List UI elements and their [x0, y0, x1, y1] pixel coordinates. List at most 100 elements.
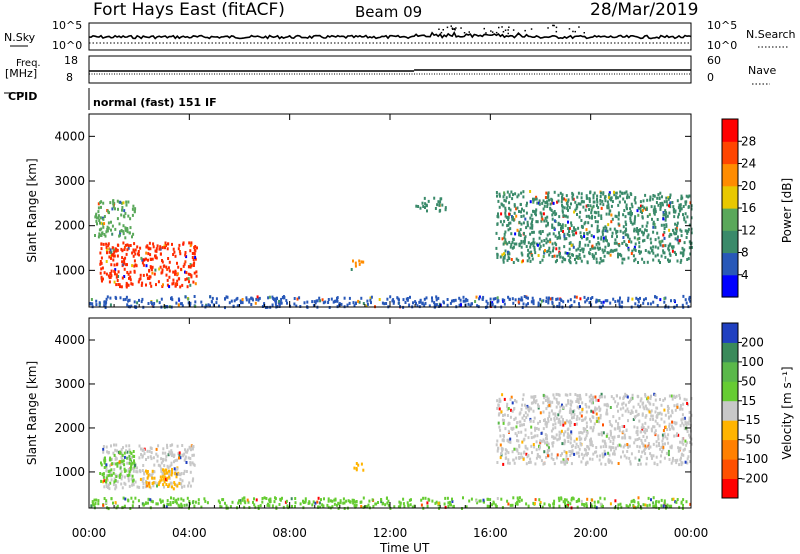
- data-cell: [626, 443, 629, 446]
- data-cell: [100, 463, 103, 467]
- data-cell: [537, 303, 540, 307]
- data-cell: [138, 444, 141, 448]
- data-cell: [653, 392, 656, 396]
- data-cell: [543, 396, 546, 400]
- data-cell: [591, 244, 594, 248]
- data-cell: [646, 260, 649, 264]
- data-cell: [530, 213, 533, 217]
- data-cell: [641, 257, 644, 261]
- data-cell: [583, 453, 586, 457]
- data-cell: [672, 205, 675, 209]
- data-cell: [180, 267, 183, 271]
- data-cell: [649, 198, 652, 202]
- data-cell: [629, 460, 632, 464]
- data-cell: [239, 299, 242, 303]
- data-cell: [597, 210, 600, 214]
- data-cell: [591, 206, 594, 210]
- data-cell: [503, 413, 506, 417]
- data-cell: [466, 298, 469, 302]
- data-cell: [520, 407, 523, 411]
- data-cell: [642, 233, 645, 237]
- noise-spike: [578, 26, 580, 28]
- data-cell: [255, 498, 258, 502]
- data-cell: [686, 231, 689, 235]
- data-cell: [646, 214, 649, 218]
- data-cell: [575, 500, 578, 503]
- data-cell: [497, 421, 500, 425]
- data-cell: [659, 261, 661, 264]
- data-cell: [357, 463, 360, 467]
- data-cell: [402, 497, 405, 501]
- data-cell: [543, 450, 546, 454]
- data-cell: [458, 303, 461, 307]
- colorbar-swatch: [722, 400, 738, 421]
- data-cell: [257, 504, 260, 508]
- data-cell: [668, 427, 671, 431]
- data-cell: [145, 283, 147, 287]
- data-cell: [182, 498, 185, 502]
- data-cell: [501, 223, 504, 227]
- data-cell: [654, 410, 657, 414]
- data-cell: [147, 302, 150, 305]
- data-cell: [100, 275, 103, 279]
- data-cell: [509, 440, 512, 444]
- data-cell: [568, 206, 571, 210]
- data-cell: [516, 195, 519, 199]
- data-cell: [122, 232, 125, 236]
- data-cell: [97, 235, 100, 239]
- data-cell: [534, 428, 537, 432]
- data-cell: [660, 445, 663, 449]
- data-cell: [188, 241, 191, 245]
- data-cell: [116, 480, 119, 484]
- noise-spike: [568, 28, 571, 30]
- data-cell: [594, 251, 597, 255]
- data-cell: [512, 426, 515, 430]
- data-cell: [587, 445, 590, 449]
- data-cell: [170, 454, 173, 457]
- data-cell: [201, 304, 204, 308]
- data-cell: [420, 503, 423, 507]
- data-cell: [627, 211, 630, 215]
- data-cell: [168, 260, 171, 264]
- data-cell: [174, 271, 177, 274]
- data-cell: [559, 423, 562, 427]
- data-cell: [102, 217, 105, 221]
- data-cell: [580, 259, 583, 263]
- data-cell: [444, 505, 447, 509]
- data-cell: [248, 300, 251, 304]
- data-cell: [516, 500, 519, 504]
- data-cell: [256, 295, 259, 299]
- data-cell: [620, 444, 622, 448]
- data-cell: [162, 469, 165, 473]
- data-cell: [511, 503, 514, 507]
- data-cell: [520, 296, 523, 300]
- data-cell: [688, 435, 691, 439]
- data-cell: [100, 205, 102, 209]
- data-cell: [617, 211, 620, 215]
- data-cell: [680, 207, 683, 211]
- data-cell: [103, 233, 106, 236]
- data-cell: [565, 504, 568, 508]
- data-cell: [564, 501, 566, 505]
- data-cell: [544, 421, 547, 424]
- data-cell: [272, 297, 275, 301]
- data-cell: [368, 499, 371, 503]
- data-cell: [684, 200, 687, 204]
- data-cell: [624, 392, 627, 396]
- data-cell: [491, 503, 494, 507]
- data-cell: [503, 434, 505, 438]
- data-cell: [359, 500, 362, 504]
- data-cell: [120, 285, 123, 289]
- data-cell: [191, 256, 194, 259]
- data-cell: [613, 452, 616, 456]
- noise-spike: [483, 27, 485, 30]
- data-cell: [627, 248, 630, 252]
- data-cell: [377, 501, 379, 504]
- data-cell: [538, 202, 541, 206]
- data-cell: [563, 257, 566, 261]
- data-cell: [629, 219, 632, 223]
- data-cell: [239, 501, 242, 505]
- data-cell: [188, 280, 190, 284]
- data-cell: [499, 456, 502, 460]
